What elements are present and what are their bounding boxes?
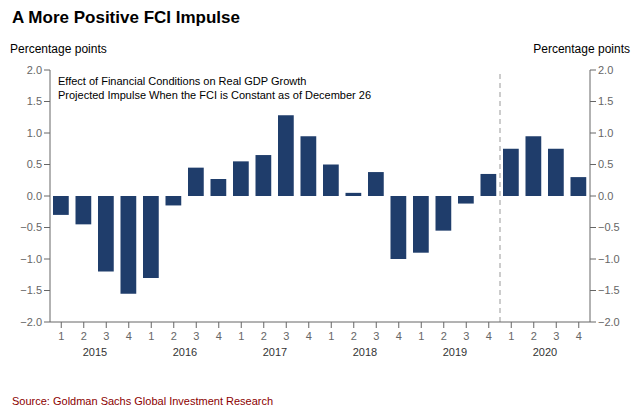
svg-text:1.5: 1.5 — [27, 95, 42, 107]
svg-text:4: 4 — [486, 330, 492, 342]
svg-text:2.0: 2.0 — [27, 64, 42, 76]
svg-text:1.0: 1.0 — [598, 127, 613, 139]
svg-text:2: 2 — [261, 330, 267, 342]
svg-text:2: 2 — [171, 330, 177, 342]
svg-text:1: 1 — [418, 330, 424, 342]
html-text:Percentage points: Percentage points — [533, 42, 630, 56]
svg-text:3: 3 — [463, 330, 469, 342]
svg-text:1: 1 — [508, 330, 514, 342]
svg-text:3: 3 — [283, 330, 289, 342]
svg-text:1.0: 1.0 — [27, 127, 42, 139]
svg-text:1: 1 — [328, 330, 334, 342]
svg-text:2017: 2017 — [263, 346, 287, 358]
html-text:Percentage points: Percentage points — [10, 42, 107, 56]
svg-text:4: 4 — [306, 330, 312, 342]
svg-text:3: 3 — [103, 330, 109, 342]
svg-text:2015: 2015 — [83, 346, 107, 358]
svg-text:−1.5: −1.5 — [598, 284, 620, 296]
html-text:Source: Goldman Sachs Global I: Source: Goldman Sachs Global Investment … — [12, 395, 274, 407]
svg-text:2: 2 — [351, 330, 357, 342]
svg-text:−2.0: −2.0 — [598, 316, 620, 328]
svg-text:0.5: 0.5 — [598, 158, 613, 170]
svg-text:2: 2 — [81, 330, 87, 342]
svg-text:2019: 2019 — [443, 346, 467, 358]
svg-text:−1.0: −1.0 — [598, 253, 620, 265]
svg-text:1.5: 1.5 — [598, 95, 613, 107]
svg-text:−2.0: −2.0 — [20, 316, 42, 328]
svg-text:1: 1 — [58, 330, 64, 342]
svg-text:4: 4 — [576, 330, 582, 342]
svg-text:3: 3 — [193, 330, 199, 342]
svg-text:2.0: 2.0 — [598, 64, 613, 76]
svg-text:4: 4 — [126, 330, 132, 342]
svg-text:2018: 2018 — [353, 346, 377, 358]
svg-text:−1.5: −1.5 — [20, 284, 42, 296]
svg-text:2020: 2020 — [533, 346, 557, 358]
svg-text:−0.5: −0.5 — [20, 221, 42, 233]
svg-text:0.5: 0.5 — [27, 158, 42, 170]
html-text:Effect of Financial Conditions: Effect of Financial Conditions on Real G… — [58, 75, 307, 87]
svg-text:0.0: 0.0 — [27, 190, 42, 202]
svg-text:−0.5: −0.5 — [598, 221, 620, 233]
svg-text:0.0: 0.0 — [598, 190, 613, 202]
svg-text:3: 3 — [373, 330, 379, 342]
svg-text:4: 4 — [396, 330, 402, 342]
svg-text:3: 3 — [553, 330, 559, 342]
svg-text:2: 2 — [531, 330, 537, 342]
svg-text:1: 1 — [148, 330, 154, 342]
svg-text:−1.0: −1.0 — [20, 253, 42, 265]
html-text:A More Positive FCI Impulse: A More Positive FCI Impulse — [12, 8, 240, 27]
svg-text:2: 2 — [441, 330, 447, 342]
svg-text:2016: 2016 — [173, 346, 197, 358]
html-text:Projected Impulse When the FCI: Projected Impulse When the FCI is Consta… — [58, 89, 371, 101]
svg-text:4: 4 — [216, 330, 222, 342]
svg-text:1: 1 — [238, 330, 244, 342]
